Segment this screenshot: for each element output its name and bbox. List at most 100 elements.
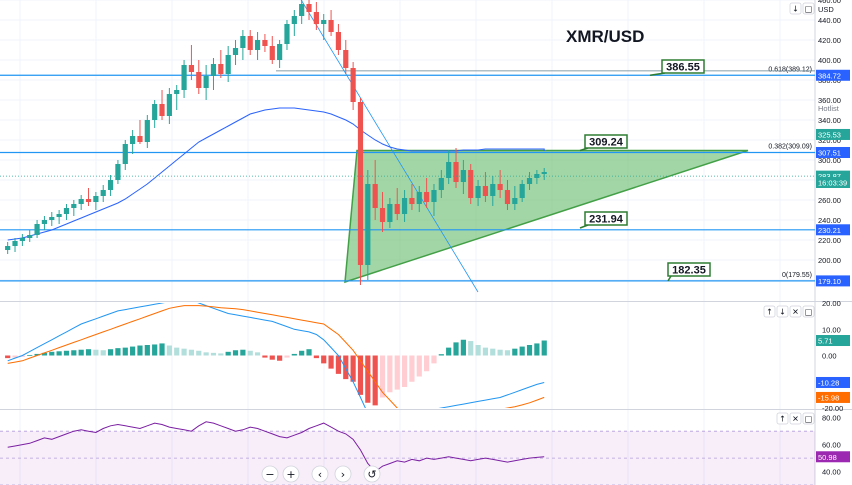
price-tick-label: 220.00 (818, 236, 841, 245)
macd-pane-down-arrow[interactable]: ↓ (776, 305, 789, 318)
macd-pane-up-arrow[interactable]: ↑ (763, 305, 776, 318)
macd-histogram-bar (431, 355, 437, 364)
main-pane-down-arrow[interactable]: ↓ (789, 2, 802, 15)
annotation-pointer (667, 275, 672, 282)
macd-histogram-bar (269, 355, 275, 360)
macd-histogram-bar (27, 354, 33, 356)
hotlist-label: Hotlist (818, 104, 840, 113)
candle (357, 102, 364, 265)
main-pane-maximize[interactable]: □ (802, 2, 815, 15)
macd-value-tag: -15.98 (818, 393, 839, 402)
macd-histogram-bar (379, 355, 386, 398)
price-tag: 325.53 (818, 130, 841, 139)
macd-value-tag-bg (816, 376, 850, 388)
candle (365, 184, 371, 265)
bottom-toolbar[interactable]: − + ‹ › ↺ (261, 465, 381, 483)
macd-histogram-bar (424, 355, 430, 372)
annotation-box (584, 211, 628, 226)
macd-histogram-bar (232, 350, 239, 356)
price-axis[interactable]: 460.00440.00420.00400.00380.00360.00340.… (816, 0, 850, 477)
candle (350, 68, 356, 102)
macd-histogram-bar (526, 345, 533, 356)
candle (166, 94, 172, 116)
zoom-out-button[interactable]: − (261, 465, 279, 483)
macd-histogram-bar (115, 348, 121, 356)
scroll-left-button[interactable]: ‹ (311, 465, 329, 483)
macd-histogram-bar (401, 355, 408, 387)
macd-histogram-bar (93, 349, 99, 356)
macd-histogram-bar (63, 350, 70, 356)
candle (387, 204, 393, 222)
reset-chart-icon: ↺ (367, 468, 376, 481)
candle (5, 246, 11, 250)
candle (291, 16, 297, 24)
rsi-pane-maximize[interactable]: □ (802, 412, 815, 425)
macd-histogram-bar (394, 355, 400, 390)
up-arrow-icon: ↑ (779, 415, 786, 424)
candle (453, 162, 459, 182)
zoom-in-button-bg (282, 465, 300, 483)
currency-label: USD (818, 5, 834, 14)
candle (468, 170, 474, 198)
macd-value-tag: -10.28 (818, 378, 839, 387)
scroll-right-button[interactable]: › (334, 465, 352, 483)
up-arrow-bg (776, 412, 789, 425)
rsi-line (7, 421, 545, 473)
macd-histogram-bar (196, 350, 202, 356)
price-tag-bg (816, 128, 850, 140)
macd-histogram-bar (350, 355, 356, 382)
candle (115, 164, 121, 180)
candle (512, 198, 518, 204)
macd-pane-close[interactable]: ✕ (789, 305, 802, 318)
price-tick-label: 400.00 (818, 56, 841, 65)
macd-tick-label: 20.00 (822, 299, 841, 308)
macd-value-tag-bg (816, 335, 850, 347)
price-tick-label: 200.00 (818, 256, 841, 265)
reset-chart-button[interactable]: ↺ (363, 465, 381, 483)
down-arrow-bg (789, 2, 802, 15)
candle (482, 186, 489, 196)
rsi-pane-up-arrow[interactable]: ↑ (776, 412, 789, 425)
price-tick-label: 300.00 (818, 156, 841, 165)
candle (490, 184, 496, 196)
macd-pane-maximize[interactable]: □ (802, 305, 815, 318)
candle (130, 136, 136, 144)
candle (232, 48, 239, 55)
macd-tick-label: 10.00 (822, 325, 841, 334)
macd-histogram-bar (107, 349, 114, 356)
fib-level-label: 0.618(389.12) (768, 66, 812, 73)
rsi-pane-close[interactable]: ✕ (789, 412, 802, 425)
maximize-bg (802, 305, 815, 318)
macd-histogram-bar (534, 343, 540, 356)
macd-histogram-bar (56, 351, 62, 356)
candle (504, 190, 511, 204)
candle (541, 172, 547, 174)
candle (196, 72, 202, 88)
up-arrow-bg (763, 305, 776, 318)
macd-value-tag: 5.71 (818, 337, 833, 346)
macd-histogram-bar (71, 350, 77, 356)
macd-histogram-bar (78, 349, 84, 356)
zoom-in-button[interactable]: + (282, 465, 300, 483)
down-arrow-icon: ↓ (792, 5, 799, 14)
rsi-pane[interactable] (0, 421, 815, 485)
ascending-triangle-pattern (344, 149, 749, 284)
macd-pane[interactable] (5, 299, 547, 426)
zoom-out-button-bg (261, 465, 279, 483)
annotation-box (667, 262, 711, 277)
scroll-right-button-bg (334, 465, 352, 483)
candle (122, 144, 128, 164)
macd-value-tag-bg (816, 391, 850, 403)
close-bg (789, 305, 802, 318)
macd-histogram-bar (5, 355, 11, 359)
price-pane[interactable]: 0.618(389.12) 0.382(309.09) 0(179.55) 386.5… (0, 0, 815, 293)
pane-controls[interactable]: ↓ □ ↑ ↓ ✕ □ ↑ ✕ □ (763, 2, 815, 425)
rsi-tick-label: 80.00 (822, 414, 841, 423)
macd-histogram-bar (497, 349, 503, 356)
macd-histogram-bar (291, 353, 297, 356)
candle (431, 190, 437, 202)
macd-histogram-bar (210, 352, 217, 356)
macd-histogram-bar (512, 348, 518, 356)
annotation-label: 309.24 (589, 137, 624, 149)
